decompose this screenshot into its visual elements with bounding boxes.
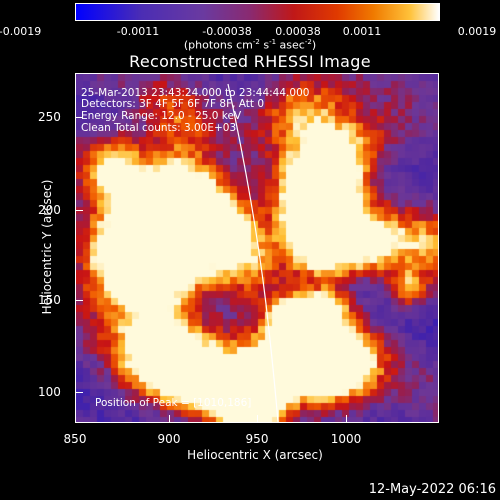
x-axis-label: Heliocentric X (arcsec) (187, 448, 323, 462)
y-tick-label: 200 (38, 203, 61, 217)
y-tick-label: 150 (38, 293, 61, 307)
colorbar-tick: -0.0019 (0, 25, 42, 38)
timestamp: 12-May-2022 06:16 (368, 482, 496, 497)
annotation-time-range: 25-Mar-2013 23:43:24.000 to 23:44:44.000 (81, 87, 310, 99)
annotation-energy: Energy Range: 12.0 - 25.0 keV (81, 110, 242, 122)
colorbar-tick: -0.00038 (202, 25, 252, 38)
annotation-peak: Position of Peak = [1010,186] (95, 397, 252, 409)
rhessi-image: 25-Mar-2013 23:43:24.000 to 23:44:44.000… (75, 73, 439, 423)
x-tick-label: 950 (245, 432, 269, 446)
colorbar-tick: 0.00038 (275, 25, 321, 38)
y-axis-label: Heliocentric Y (arcsec) (40, 179, 54, 315)
colorbar-tick: 0.0011 (342, 25, 382, 38)
x-tick-label: 850 (63, 432, 87, 446)
colorbar (75, 3, 440, 21)
annotation-clean: Clean Total counts: 3.00E+03 (81, 122, 237, 134)
image-title: Reconstructed RHESSI Image (129, 52, 371, 71)
y-tick-label: 250 (38, 110, 61, 124)
x-tick-label: 900 (157, 432, 181, 446)
colorbar-tick: -0.0011 (116, 25, 160, 38)
annotation-detectors: Detectors: 3F 4F 5F 6F 7F 8F, Att 0 (81, 98, 265, 110)
colorbar-tick: 0.0019 (457, 25, 497, 38)
intensity-map (76, 74, 438, 422)
colorbar-ticks: -0.0019 -0.0011 -0.00038 0.00038 0.0011 … (0, 0, 500, 40)
colorbar-units: (photons cm-2 s-1 asec-2) (183, 38, 317, 52)
limb-line (227, 83, 279, 422)
y-tick-label: 100 (38, 385, 61, 399)
x-tick-label: 1000 (330, 432, 362, 446)
